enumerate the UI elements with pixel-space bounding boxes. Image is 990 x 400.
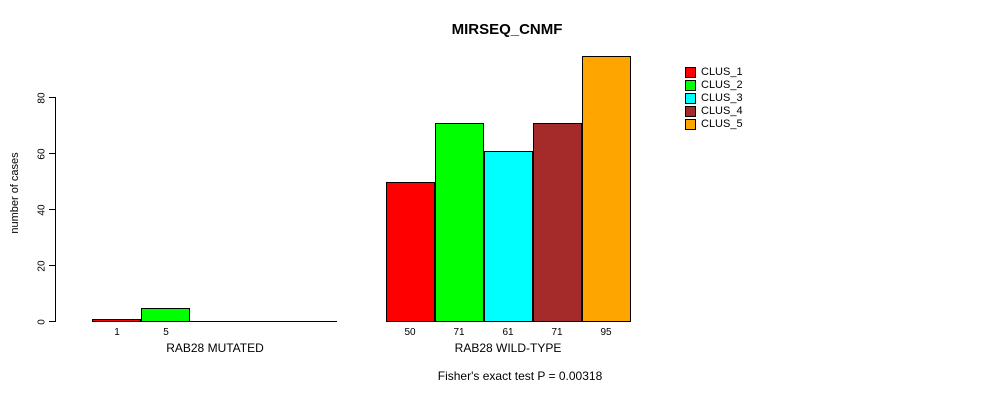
legend-label-clus-2: CLUS_2 bbox=[701, 79, 743, 91]
y-tick-label-60: 60 bbox=[36, 148, 48, 160]
legend-swatch-clus-5 bbox=[685, 119, 696, 130]
zero-baseline-rab28-mutated bbox=[92, 321, 337, 322]
legend-label-clus-4: CLUS_4 bbox=[701, 105, 743, 117]
legend-label-clus-1: CLUS_1 bbox=[701, 66, 743, 78]
legend-swatch-clus-1 bbox=[685, 67, 696, 78]
bar-clus-1-rab28-mutated bbox=[92, 319, 141, 322]
bar-clus-3-rab28-wild-type bbox=[484, 151, 533, 322]
y-tick-40 bbox=[49, 209, 55, 210]
bar-clus-1-rab28-wild-type bbox=[386, 182, 435, 322]
y-axis-label: number of cases bbox=[9, 152, 21, 234]
y-tick-60 bbox=[49, 153, 55, 154]
y-tick-label-40: 40 bbox=[36, 204, 48, 216]
bar-value-label-clus-1-rab28-mutated: 1 bbox=[114, 327, 120, 338]
bar-value-label-clus-4-rab28-wild-type: 71 bbox=[551, 327, 563, 338]
y-axis-line bbox=[55, 97, 56, 322]
y-tick-label-0: 0 bbox=[36, 319, 48, 325]
bar-value-label-clus-2-rab28-wild-type: 71 bbox=[453, 327, 465, 338]
fisher-test-annotation: Fisher's exact test P = 0.00318 bbox=[437, 369, 603, 383]
bar-clus-2-rab28-wild-type bbox=[435, 123, 484, 322]
legend-swatch-clus-4 bbox=[685, 106, 696, 117]
x-axis-group-label-rab28-mutated: RAB28 MUTATED bbox=[166, 341, 264, 355]
bar-value-label-clus-5-rab28-wild-type: 95 bbox=[600, 327, 612, 338]
legend-swatch-clus-2 bbox=[685, 80, 696, 91]
bar-value-label-clus-3-rab28-wild-type: 61 bbox=[502, 327, 514, 338]
legend-swatch-clus-3 bbox=[685, 93, 696, 104]
bar-clus-5-rab28-wild-type bbox=[582, 56, 631, 322]
chart-title: MIRSEQ_CNMF bbox=[451, 21, 563, 38]
legend-label-clus-3: CLUS_3 bbox=[701, 92, 743, 104]
y-tick-80 bbox=[49, 97, 55, 98]
bar-value-label-clus-2-rab28-mutated: 5 bbox=[163, 327, 169, 338]
y-tick-label-20: 20 bbox=[36, 260, 48, 272]
bar-clus-4-rab28-wild-type bbox=[533, 123, 582, 322]
legend-label-clus-5: CLUS_5 bbox=[701, 118, 743, 130]
bar-value-label-clus-1-rab28-wild-type: 50 bbox=[404, 327, 416, 338]
x-axis-group-label-rab28-wild-type: RAB28 WILD-TYPE bbox=[454, 341, 562, 355]
y-tick-0 bbox=[49, 321, 55, 322]
bar-clus-2-rab28-mutated bbox=[141, 308, 190, 322]
y-tick-label-80: 80 bbox=[36, 92, 48, 104]
y-tick-20 bbox=[49, 265, 55, 266]
